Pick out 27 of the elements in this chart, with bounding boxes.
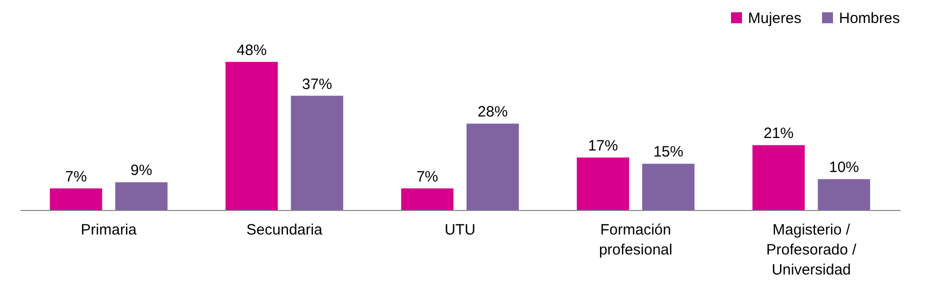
bar: [401, 188, 454, 210]
x-tick-label: Secundaria: [246, 222, 323, 238]
legend-label: Mujeres: [748, 10, 802, 27]
data-label: 37%: [302, 76, 332, 93]
data-label: 9%: [130, 162, 152, 180]
bar: [466, 124, 519, 210]
bar: [752, 145, 805, 210]
data-label: 21%: [764, 125, 794, 142]
data-label: 7%: [416, 168, 438, 186]
data-label: 28%: [478, 104, 508, 121]
data-label: 15%: [653, 144, 684, 161]
bar: [642, 164, 694, 210]
data-label: 48%: [236, 42, 267, 59]
data-label: 17%: [588, 138, 618, 155]
x-tick-label: Primaria: [80, 222, 138, 238]
x-tick-label: Formación profesional: [598, 222, 672, 258]
bar: [290, 96, 344, 210]
bar: [115, 182, 168, 210]
x-tick-label: UTU: [444, 222, 476, 238]
x-tick-label: Magisterio / Profesorado / Universidad: [766, 222, 858, 278]
legend-label: Hombres: [839, 10, 900, 27]
bar: [50, 188, 102, 210]
bar: [576, 158, 630, 210]
bar: [818, 179, 870, 210]
bar: [226, 62, 278, 210]
data-label: 7%: [65, 168, 87, 186]
data-label: 10%: [828, 159, 860, 176]
